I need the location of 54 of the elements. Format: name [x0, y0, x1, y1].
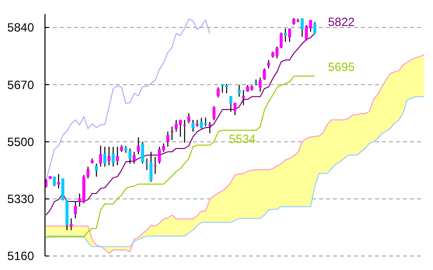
- candlestick: [200, 117, 203, 130]
- y-tick-label: 5500: [7, 134, 34, 149]
- candlestick: [94, 163, 98, 178]
- candlestick: [229, 96, 232, 112]
- line-series: [46, 96, 424, 248]
- candlestick: [170, 126, 174, 141]
- candlestick: [258, 77, 262, 92]
- candlestick: [313, 22, 316, 34]
- candlestick: [174, 119, 178, 132]
- candlestick: [74, 201, 77, 219]
- candlestick: [116, 146, 119, 166]
- y-tick-label: 5330: [7, 192, 34, 206]
- candlestick: [262, 68, 266, 80]
- candlestick: [212, 106, 216, 121]
- annotation: 5822: [328, 15, 356, 29]
- y-tick-label: 5160: [7, 249, 34, 264]
- candlestick: [276, 46, 278, 59]
- candlestick: [284, 28, 287, 42]
- candlestick: [187, 112, 190, 124]
- candlestick: [280, 32, 283, 49]
- candlestick: [183, 119, 186, 144]
- candlestick: [57, 173, 60, 189]
- candlestick: [234, 102, 236, 116]
- candlestick: [136, 136, 140, 155]
- candlestick: [216, 86, 220, 98]
- candlestick: [208, 121, 212, 134]
- candlestick: [70, 218, 73, 231]
- candlestick: [128, 148, 132, 164]
- candlestick: [141, 141, 144, 164]
- candlestick: [300, 18, 304, 38]
- candlestick: [238, 84, 241, 98]
- candlestick: [86, 166, 90, 179]
- candlestick: [132, 151, 136, 164]
- y-tick-label: 5840: [7, 20, 34, 35]
- annotation: 5534: [229, 132, 256, 146]
- annotation: 5695: [328, 60, 356, 74]
- candlestick: [103, 146, 106, 168]
- line-series: [46, 18, 210, 182]
- candlestick: [192, 119, 194, 132]
- candlestick: [154, 156, 157, 174]
- candlestick: [288, 28, 292, 42]
- candlestick: [242, 89, 245, 106]
- candlestick: [108, 146, 110, 166]
- line-series: [46, 32, 316, 216]
- candlestick: [225, 83, 228, 94]
- candlestick: [99, 145, 102, 168]
- candlestick: [112, 146, 115, 168]
- line-series: [46, 76, 316, 238]
- y-tick-label: 5670: [7, 78, 34, 92]
- candlestick: [52, 176, 56, 187]
- candlestick: [178, 119, 182, 138]
- candlestick: [166, 131, 170, 148]
- candlestick: [158, 146, 161, 164]
- candlestick: [150, 151, 152, 182]
